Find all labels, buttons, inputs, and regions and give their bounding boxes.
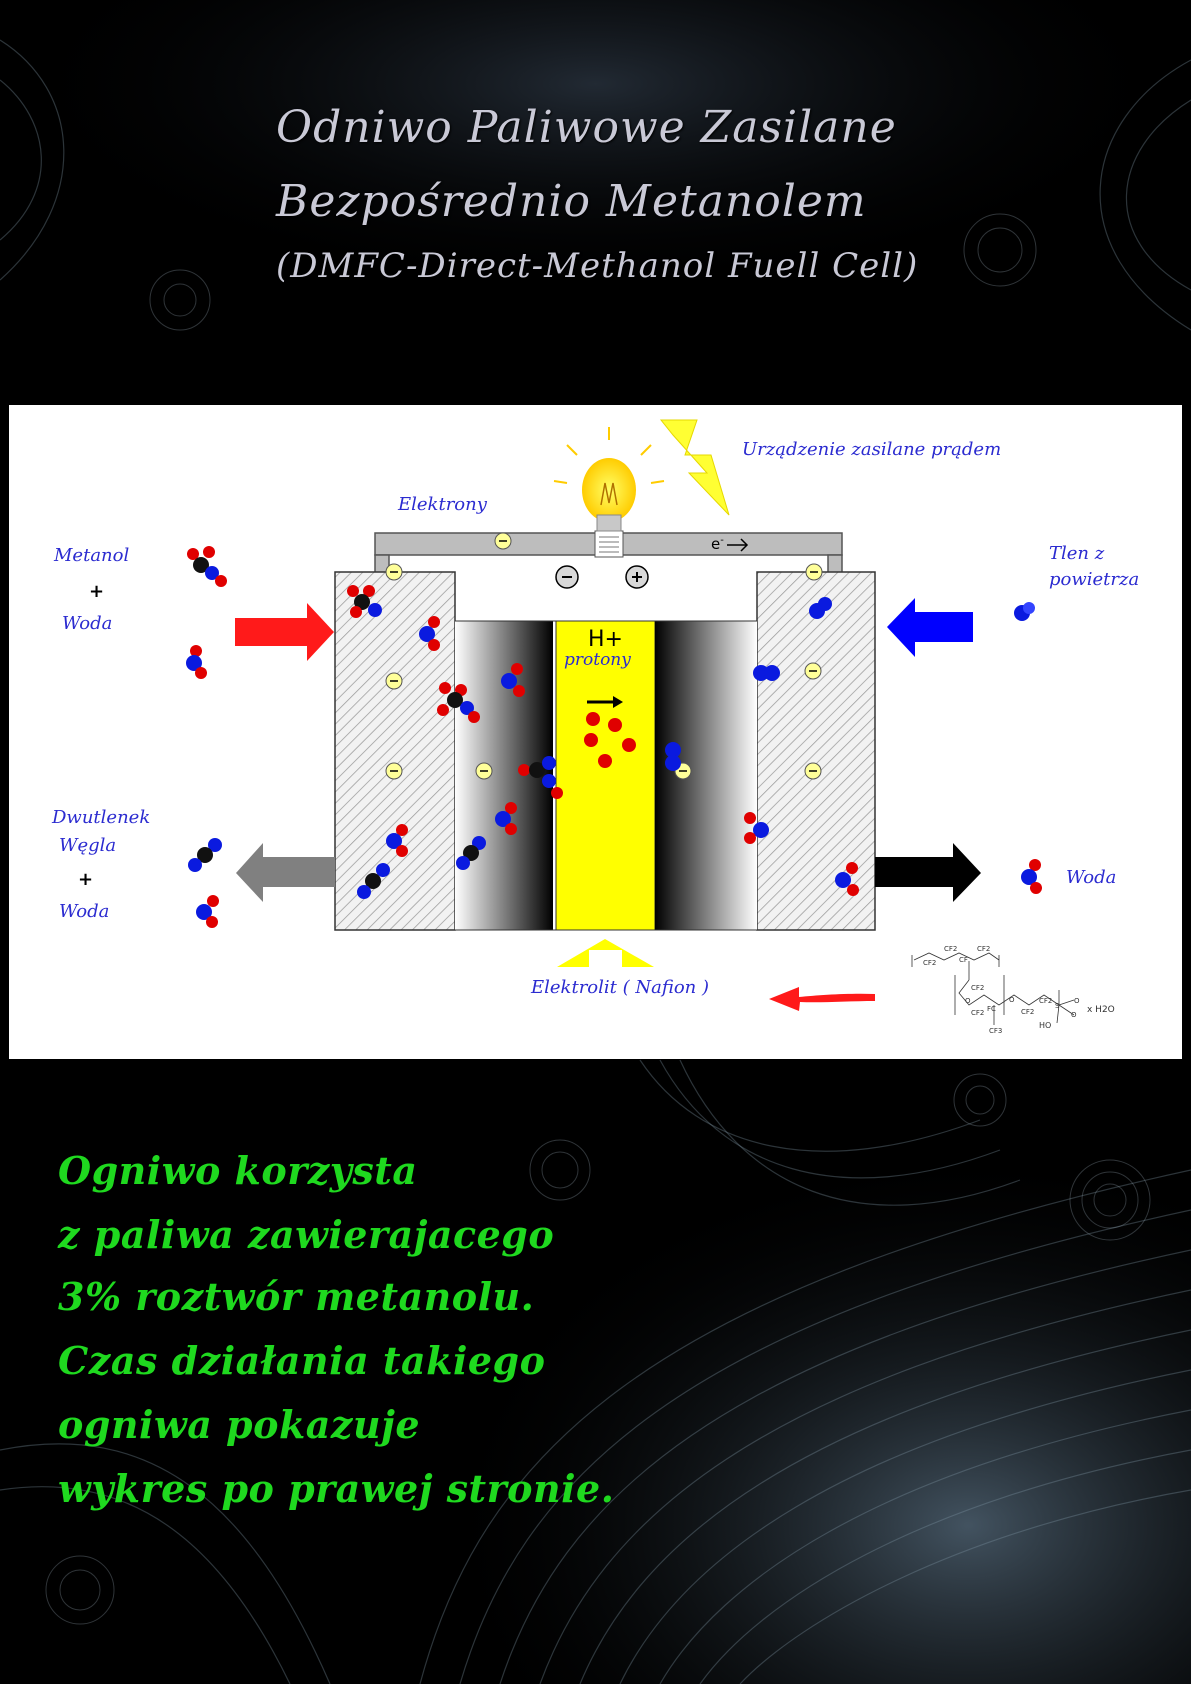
oxygen-molecule (1014, 602, 1035, 621)
anode-plate (334, 571, 456, 931)
water-label-bottom-left: Woda (59, 901, 110, 922)
water-molecule (744, 812, 769, 844)
electron-marker (805, 563, 823, 581)
molecules (186, 546, 1042, 928)
water-molecule (196, 895, 219, 928)
formula-group-label: O (965, 997, 971, 1005)
electron-marker (804, 662, 822, 680)
cathode-diffusion-layer (655, 621, 757, 930)
methanol-label: Metanol (54, 545, 130, 566)
methanol-molecule (347, 585, 382, 618)
electron-marker (804, 762, 822, 780)
water-molecule (835, 862, 859, 896)
protons-label: protony (564, 650, 631, 670)
plus-sign-left-top: + (89, 581, 105, 602)
electron-marker (385, 672, 403, 690)
methanol-molecule (518, 756, 563, 799)
co2-label-line2: Węgla (59, 835, 117, 856)
cathode-plate (756, 571, 876, 931)
oxygen-molecule (809, 597, 832, 619)
formula-group-label: O (1009, 996, 1015, 1004)
formula-group-label: S (1055, 1002, 1060, 1010)
water-molecule (386, 824, 408, 857)
body-text-line-5: ogniwa pokazuje (58, 1402, 421, 1447)
water-label-right: Woda (1066, 867, 1117, 888)
methanol-input-arrow (235, 603, 334, 661)
co2-molecule (188, 838, 222, 872)
co2-molecule (456, 836, 486, 870)
oxygen-molecule (665, 742, 681, 771)
electrolyte-label: Elektrolit ( Nafion ) (531, 977, 710, 998)
oxygen-molecule (753, 665, 780, 681)
body-text-line-4: Czas działania takiego (58, 1338, 546, 1383)
plus-sign-left-bottom: + (78, 869, 94, 890)
nafion-structural-formula (911, 952, 1075, 1025)
co2-label-line1: Dwutlenek (52, 807, 151, 828)
water-exhaust-arrow (875, 843, 981, 902)
proton-symbol: H+ (588, 627, 623, 652)
protons (584, 712, 636, 768)
methanol-molecule (437, 682, 480, 723)
title-line-1: Odniwo Paliwowe Zasilane (276, 102, 897, 153)
water-molecule (419, 616, 440, 651)
electron-marker (385, 563, 403, 581)
lightning-icon (659, 419, 730, 516)
electron-marker (385, 762, 403, 780)
light-bulb-icon (553, 427, 665, 532)
plus-terminal (625, 565, 649, 589)
formula-water-label: x H2O (1087, 1005, 1115, 1015)
oxygen-label-line2: powietrza (1049, 569, 1140, 590)
external-circuit (374, 530, 843, 576)
formula-group-label: CF2 (1039, 997, 1052, 1005)
oxygen-label-line1: Tlen z (1049, 543, 1105, 564)
formula-group-label: O (1071, 1011, 1077, 1019)
water-molecule (186, 645, 207, 679)
water-label-left: Woda (62, 613, 113, 634)
methanol-molecule (187, 546, 227, 587)
formula-group-label: CF2 (1021, 1008, 1034, 1016)
device-label: Urządzenie zasilane prądem (742, 439, 1002, 460)
formula-group-label: CF3 (989, 1027, 1002, 1035)
body-text-line-3: 3% roztwór metanolu. (58, 1274, 535, 1319)
title-line-3: (DMFC-Direct-Methanol Fuell Cell) (276, 246, 919, 286)
electron-marker (475, 762, 493, 780)
water-molecule (495, 802, 517, 835)
electron-symbol-label: e- (711, 535, 724, 553)
water-molecule (501, 663, 525, 697)
formula-group-label: CF2 (971, 984, 984, 992)
body-text-line-1: Ogniwo korzysta (58, 1148, 418, 1193)
nafion-pointer-arrow (769, 987, 875, 1011)
body-text-line-2: z paliwa zawierajacego (58, 1212, 555, 1257)
formula-group-label: FC (987, 1005, 996, 1013)
oxygen-input-arrow (887, 598, 973, 657)
membrane (555, 620, 656, 931)
co2-exhaust-arrow (236, 843, 335, 902)
formula-group-label: CF2 (971, 1009, 984, 1017)
electrons-label: Elektrony (398, 494, 487, 515)
formula-group-label: CF2 (944, 945, 957, 953)
formula-group-label: CF2 (923, 959, 936, 967)
formula-ho-label: HO (1039, 1021, 1052, 1030)
electron-flow-arrow (727, 538, 749, 552)
formula-group-label: CF (959, 956, 968, 964)
water-molecule (1021, 859, 1042, 894)
electron-marker (494, 532, 512, 550)
electrolyte-arrow (557, 939, 654, 967)
title-line-2: Bezpośrednio Metanolem (276, 176, 867, 227)
co2-molecule (357, 863, 390, 899)
body-text-line-6: wykres po prawej stronie. (58, 1466, 615, 1511)
electron-markers (385, 532, 823, 780)
formula-group-label: O (1074, 997, 1080, 1005)
formula-group-label: CF2 (977, 945, 990, 953)
proton-direction-arrow (587, 696, 623, 708)
minus-terminal (555, 565, 579, 589)
